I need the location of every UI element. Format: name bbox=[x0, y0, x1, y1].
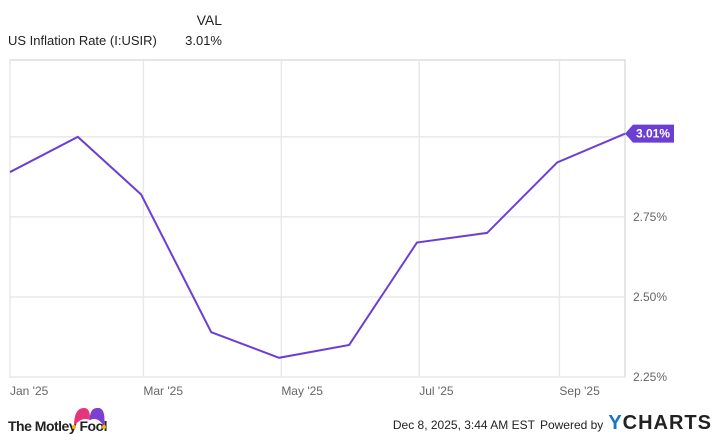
last-value-label: 3.01% bbox=[636, 127, 670, 141]
column-header-val: VAL bbox=[196, 12, 222, 28]
y-tick-label: 2.50% bbox=[633, 290, 667, 304]
jester-hat-icon bbox=[72, 408, 106, 429]
legend-series-label: US Inflation Rate (I:USIR) bbox=[8, 33, 157, 48]
motley-fool-logo: The Motley Fool bbox=[8, 418, 108, 434]
powered-by-label: Powered by bbox=[539, 418, 604, 432]
y-tick-label: 2.75% bbox=[633, 210, 667, 224]
legend-series-value: 3.01% bbox=[185, 33, 222, 48]
footer-attribution: Dec 8, 2025, 3:44 AM EST Powered by YCHA… bbox=[393, 412, 712, 435]
x-tick-label: Jan '25 bbox=[10, 384, 49, 398]
x-tick-label: Sep '25 bbox=[559, 384, 600, 398]
y-tick-label: 2.25% bbox=[633, 370, 667, 384]
ycharts-logo: YCHARTS bbox=[608, 412, 712, 434]
timestamp: Dec 8, 2025, 3:44 AM EST bbox=[392, 418, 535, 432]
series-line bbox=[9, 132, 626, 359]
x-tick-label: Mar '25 bbox=[143, 384, 183, 398]
last-value-flag bbox=[625, 124, 674, 143]
x-tick-label: May '25 bbox=[281, 384, 323, 398]
plot-frame bbox=[9, 59, 626, 378]
x-tick-label: Jul '25 bbox=[419, 384, 454, 398]
